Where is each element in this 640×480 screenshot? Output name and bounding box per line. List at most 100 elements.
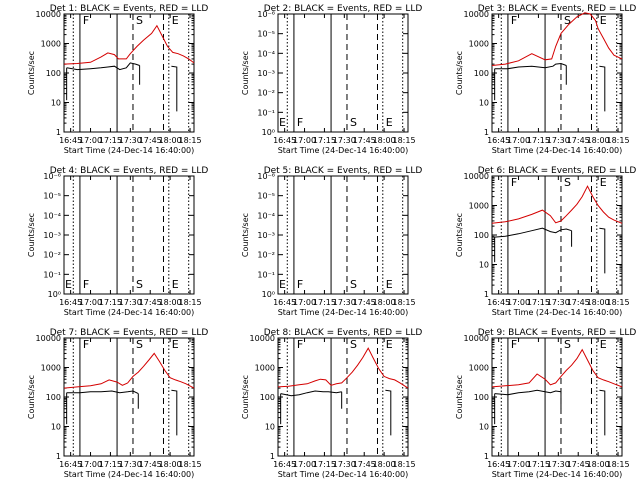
- y-tick-label: 10: [51, 423, 61, 432]
- series-events-tail: [171, 65, 178, 112]
- x-tick-label: 17:45: [139, 136, 162, 145]
- y-tick-label: 1000: [469, 202, 489, 211]
- y-tick-label: 1000: [41, 40, 61, 49]
- marker-label: E: [172, 338, 179, 351]
- series-lld: [491, 12, 623, 66]
- x-tick-label: 17:30: [547, 460, 570, 469]
- series-events: [494, 62, 567, 70]
- x-tick-label: 18:15: [392, 136, 415, 145]
- y-tick-label: 10: [479, 261, 489, 270]
- y-tick-label: 10⁻⁵: [257, 30, 275, 39]
- series-lld: [63, 352, 195, 389]
- series-lld: [63, 24, 195, 65]
- y-tick-label: 10⁻⁴: [257, 49, 275, 58]
- marker-label: S: [564, 338, 571, 351]
- x-tick-label: 17:45: [353, 298, 376, 307]
- y-tick-label: 10⁻⁶: [257, 172, 275, 181]
- plot-frame: [277, 13, 409, 133]
- y-tick-label: 10⁻³: [257, 231, 275, 240]
- marker-label: E: [279, 116, 286, 129]
- series-events: [494, 389, 562, 396]
- marker-label: F: [297, 116, 303, 129]
- x-tick-label: 17:15: [99, 136, 122, 145]
- x-tick-label: 18:00: [587, 460, 610, 469]
- y-tick-label: 10: [479, 423, 489, 432]
- x-tick-label: 17:30: [333, 136, 356, 145]
- y-tick-label: 1000: [469, 40, 489, 49]
- chart-title: Det 2: BLACK = Events, RED = LLD: [264, 4, 423, 14]
- y-axis-title: Counts/sec: [455, 51, 464, 95]
- x-tick-label: 17:30: [547, 136, 570, 145]
- chart-title: Det 4: BLACK = Events, RED = LLD: [50, 166, 209, 176]
- x-tick-label: 17:30: [119, 136, 142, 145]
- y-tick-label: 10: [479, 99, 489, 108]
- x-tick-label: 17:15: [99, 298, 122, 307]
- plot-frame: [277, 175, 409, 295]
- plot-frame: [277, 337, 409, 457]
- x-axis-title: Start Time (24-Dec-14 16:40:00): [278, 146, 409, 155]
- marker-label: S: [136, 338, 143, 351]
- x-tick-label: 18:00: [159, 460, 182, 469]
- chart-title: Det 1: BLACK = Events, RED = LLD: [50, 4, 209, 14]
- y-tick-label: 100: [474, 393, 489, 402]
- plot-frame: [63, 337, 195, 457]
- x-tick-label: 17:30: [119, 298, 142, 307]
- marker-label: E: [386, 116, 393, 129]
- marker-label: F: [83, 14, 89, 27]
- y-tick-label: 10⁻⁴: [43, 211, 61, 220]
- x-tick-label: 17:15: [527, 136, 550, 145]
- x-tick-label: 18:15: [178, 136, 201, 145]
- y-axis-title: Counts/sec: [27, 375, 36, 419]
- x-axis-title: Start Time (24-Dec-14 16:40:00): [492, 308, 623, 317]
- chart-panel-det-2: Det 2: BLACK = Events, RED = LLD16:4517:…: [241, 4, 422, 155]
- y-axis-title: Counts/sec: [27, 213, 36, 257]
- plot-frame: [63, 13, 195, 133]
- chart-panel-det-7: Det 7: BLACK = Events, RED = LLD16:4517:…: [27, 328, 208, 479]
- y-tick-label: 10000: [464, 172, 489, 181]
- x-tick-label: 17:00: [293, 298, 316, 307]
- y-tick-label: 10000: [36, 10, 61, 19]
- y-tick-label: 1: [270, 452, 275, 461]
- x-tick-label: 17:45: [139, 460, 162, 469]
- x-tick-label: 17:45: [139, 298, 162, 307]
- series-events-tail: [599, 389, 606, 436]
- series-events: [494, 227, 572, 238]
- y-tick-label: 10: [51, 99, 61, 108]
- x-axis-title: Start Time (24-Dec-14 16:40:00): [492, 470, 623, 479]
- chart-title: Det 3: BLACK = Events, RED = LLD: [478, 4, 637, 14]
- x-tick-label: 17:00: [293, 136, 316, 145]
- marker-label: E: [600, 176, 607, 189]
- x-tick-label: 18:15: [606, 298, 629, 307]
- marker-label: F: [511, 176, 517, 189]
- y-tick-label: 1000: [469, 364, 489, 373]
- plot-frame: [491, 337, 623, 457]
- y-tick-label: 1: [56, 452, 61, 461]
- x-tick-label: 17:00: [79, 136, 102, 145]
- x-tick-label: 17:00: [79, 298, 102, 307]
- x-tick-label: 17:15: [313, 136, 336, 145]
- y-axis-title: Counts/sec: [241, 213, 250, 257]
- chart-panel-det-1: Det 1: BLACK = Events, RED = LLD16:4517:…: [27, 4, 208, 155]
- y-tick-label: 10⁻⁴: [257, 211, 275, 220]
- chart-title: Det 5: BLACK = Events, RED = LLD: [264, 166, 423, 176]
- plot-frame: [63, 175, 195, 295]
- marker-label: F: [297, 338, 303, 351]
- x-tick-label: 18:00: [159, 136, 182, 145]
- marker-label: S: [350, 278, 357, 291]
- y-tick-label: 10⁻²: [257, 89, 275, 98]
- y-tick-label: 100: [46, 69, 61, 78]
- x-tick-label: 18:00: [373, 460, 396, 469]
- x-tick-label: 16:45: [273, 136, 296, 145]
- y-tick-label: 10⁻⁶: [257, 10, 275, 19]
- x-tick-label: 18:15: [606, 136, 629, 145]
- marker-label: E: [172, 14, 179, 27]
- x-axis-title: Start Time (24-Dec-14 16:40:00): [278, 308, 409, 317]
- series-events-tail: [599, 227, 606, 274]
- x-tick-label: 18:00: [373, 298, 396, 307]
- y-tick-label: 1000: [255, 364, 275, 373]
- y-axis-title: Counts/sec: [455, 213, 464, 257]
- x-tick-label: 17:30: [547, 298, 570, 307]
- chart-panel-det-3: Det 3: BLACK = Events, RED = LLD16:4517:…: [455, 4, 636, 155]
- x-tick-label: 18:00: [587, 298, 610, 307]
